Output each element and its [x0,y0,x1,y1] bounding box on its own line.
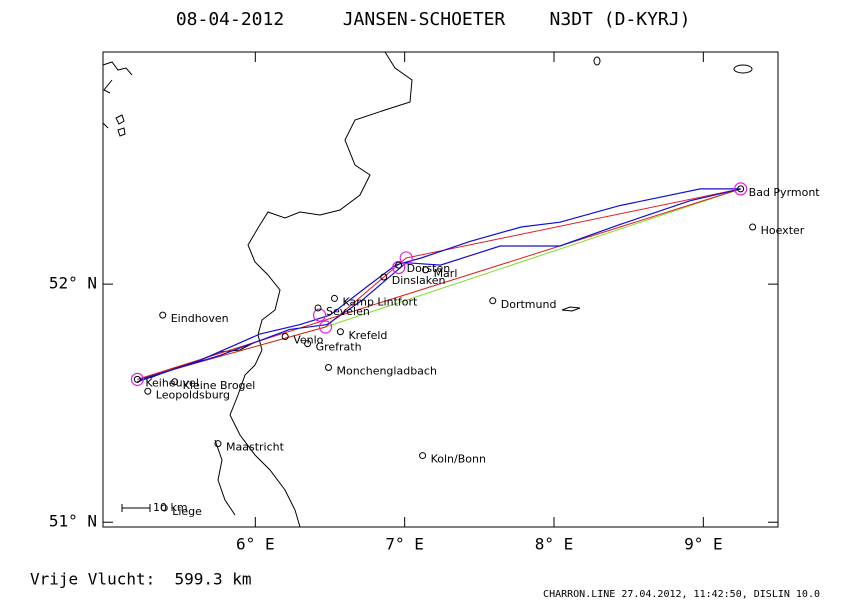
pilot: JANSEN-SCHOETER [343,9,506,30]
credit: CHARRON.LINE 27.04.2012, 11:42:50, DISLI… [543,589,820,600]
place-marker [419,452,427,460]
y-tick-label: 51° N [49,512,97,531]
x-tick-label: 6° E [236,535,275,554]
place-marker [144,387,152,395]
place-marker [214,440,222,448]
turnpoint [392,260,406,275]
place-label: Maastricht [226,441,285,454]
place-marker [324,363,332,371]
place-label: Grefrath [316,341,362,354]
glider: N3DT (D-KYRJ) [550,9,691,30]
task-line [137,188,741,380]
place-marker [171,378,179,386]
place-marker [422,266,430,274]
place-marker [380,273,388,281]
turnpoint [130,372,144,386]
place-label: Bad Pyrmont [749,186,821,199]
place-marker [133,375,141,383]
flight-track [137,188,741,383]
turnpoint [399,251,413,265]
place-label: Hoexter [761,224,805,237]
place-label: Kamp Lintfort [342,295,418,308]
place-label: Dinslaken [392,274,446,287]
x-tick-label: 8° E [535,535,574,554]
place-label: Krefeld [348,329,387,342]
scale-label: 10 km [153,501,188,514]
place-label: Eindhoven [171,312,229,325]
place-marker [160,504,168,512]
scale-bar [121,504,151,512]
place-marker [395,261,403,269]
place-label: Sevelen [326,305,370,318]
turnpoint [318,320,333,334]
y-tick-label: 52° N [49,274,97,293]
place-label: Liege [172,505,202,518]
x-tick-label: 7° E [385,535,424,554]
place-marker [304,340,312,348]
place-label: Dortmund [501,298,557,311]
place-marker [314,304,322,312]
place-marker [336,328,344,336]
place-marker [737,185,745,193]
place-marker [749,223,757,231]
date: 08-04-2012 [176,9,284,30]
place-label: Koln/Bonn [431,453,486,466]
place-label: Venlo [293,334,323,347]
x-tick-label: 9° E [684,535,723,554]
turnpoint [312,308,327,322]
place-label: Leopoldsburg [156,388,230,401]
turnpoint [734,182,748,196]
place-marker [489,297,497,305]
place-marker [330,294,338,302]
map-frame [102,51,779,528]
place-marker [281,333,289,341]
place-label: Monchengladbach [336,364,436,377]
distance: Vrije Vlucht: 599.3 km [30,570,252,589]
place-label: Kleine Brogel [183,379,256,392]
place-marker [159,311,167,319]
place-label: Marl [434,267,458,280]
